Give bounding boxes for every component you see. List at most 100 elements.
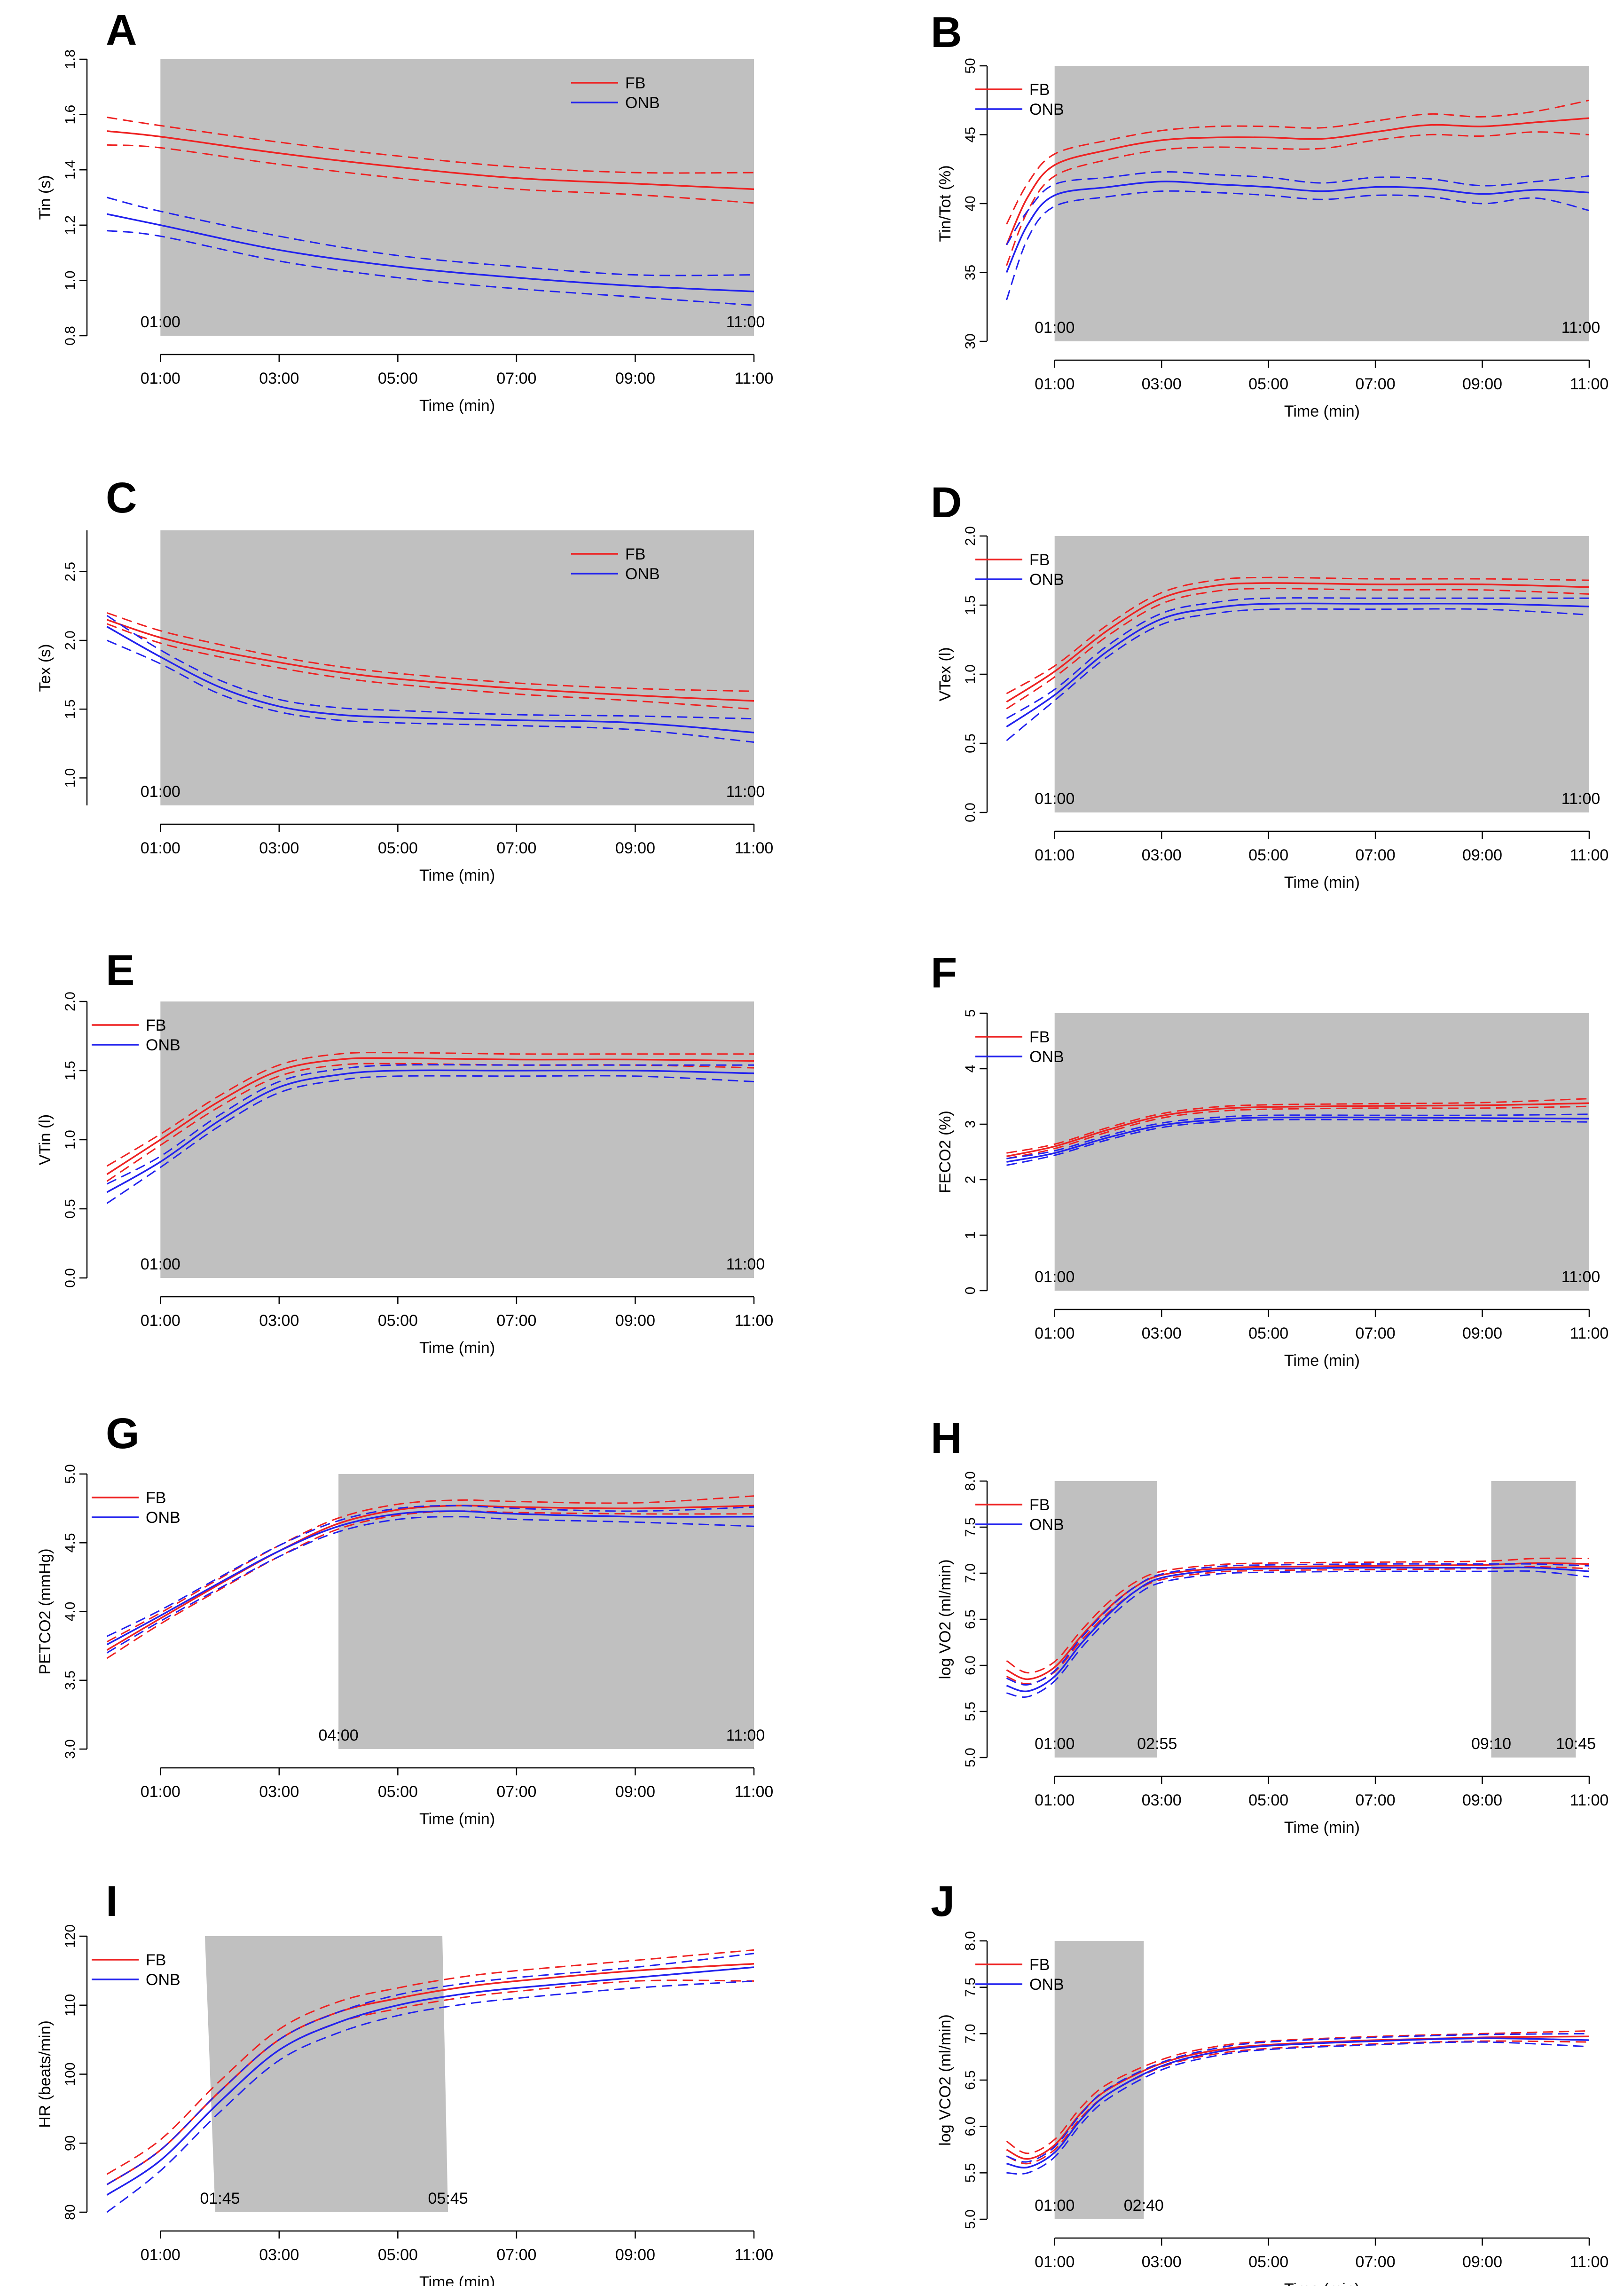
legend: FB ONB [975, 1956, 1064, 1994]
y-tick-label: 5.0 [963, 2209, 978, 2229]
x-tick-label: 01:00 [141, 1783, 180, 1801]
x-tick-label: 05:00 [1248, 1324, 1288, 1342]
shade-end-label: 05:45 [428, 2190, 468, 2207]
series-onb-mean [1006, 2037, 1590, 2169]
x-tick-label: 09:00 [615, 2246, 655, 2264]
y-axis-title: VTex (l) [936, 647, 954, 701]
x-tick-label: 05:00 [1248, 1791, 1288, 1809]
y-tick-label: 30 [963, 333, 978, 349]
y-tick-label: 1.5 [63, 699, 78, 719]
x-tick-label: 01:00 [141, 1312, 180, 1330]
y-tick-label: 1.0 [963, 664, 978, 684]
panel-letter: F [931, 949, 957, 997]
series-onb-mean [106, 626, 754, 733]
series-fb-upper-ci [107, 117, 754, 174]
legend: FB ONB [92, 1951, 180, 1989]
x-tick-label: 07:00 [496, 2246, 536, 2264]
panel-letter: I [106, 1877, 118, 1925]
x-tick-label: 05:00 [378, 839, 418, 857]
y-tick-label: 50 [963, 58, 978, 73]
shade-end-label: 11:00 [726, 1255, 765, 1273]
x-tick-label: 11:00 [735, 2246, 774, 2264]
shade-end-label: 11:00 [726, 1726, 765, 1744]
series-onb-mean [1006, 1566, 1590, 1693]
x-tick-label: 07:00 [496, 839, 536, 857]
y-tick-label: 1.0 [63, 1130, 78, 1150]
series-onb-lower-ci [106, 1075, 754, 1204]
legend-label-fb: FB [1029, 1028, 1050, 1046]
x-tick-label: 07:00 [1356, 2253, 1396, 2271]
shade-start-label: 09:10 [1471, 1735, 1511, 1753]
y-tick-label: 4.5 [63, 1533, 78, 1553]
series-fb-upper-ci [107, 612, 754, 692]
series-onb-upper-ci [106, 1064, 754, 1185]
shade-end-label: 02:55 [1137, 1735, 1177, 1753]
panel-letter: J [931, 1877, 955, 1925]
x-axis-title: Time (min) [1284, 2280, 1360, 2286]
shaded-window [160, 59, 754, 336]
series-onb-lower-ci [1006, 2041, 1590, 2175]
shade-end-label: 11:00 [1561, 790, 1600, 808]
series-onb-upper-ci [1006, 1563, 1590, 1686]
x-tick-label: 03:00 [259, 1783, 299, 1801]
legend-label-fb: FB [625, 545, 645, 563]
legend: FB ONB [92, 1017, 180, 1054]
legend-label-onb: ONB [1029, 101, 1064, 118]
x-tick-label: 09:00 [1462, 2253, 1502, 2271]
legend-label-fb: FB [1029, 1956, 1050, 1974]
y-tick-label: 1.4 [63, 160, 78, 180]
series-onb-mean [107, 213, 754, 292]
x-tick-label: 01:00 [141, 370, 180, 387]
legend: FB ONB [571, 545, 660, 583]
series-onb-lower-ci [107, 230, 754, 306]
series-onb-upper-ci [1006, 2033, 1590, 2163]
y-tick-label: 0.0 [963, 803, 978, 822]
x-tick-label: 03:00 [259, 839, 299, 857]
series-fb-lower-ci [106, 1510, 754, 1659]
series-onb-upper-ci [1006, 171, 1590, 245]
series-fb-lower-ci [1006, 131, 1590, 266]
series-onb-lower-ci [106, 639, 754, 743]
series-onb-lower-ci [106, 1516, 754, 1654]
x-tick-label: 11:00 [1570, 2253, 1609, 2271]
panel-a: 01:00 11:00 0.8 1.0 1.2 1.4 1.6 1.8 01:00 03:00 05… [36, 6, 773, 415]
x-tick-label: 07:00 [1356, 1324, 1396, 1342]
series-fb-mean [106, 1057, 754, 1175]
x-tick-label: 09:00 [615, 370, 655, 387]
series-fb-upper-ci [106, 1052, 754, 1167]
y-tick-label: 7.0 [963, 1563, 978, 1583]
legend-label-fb: FB [146, 1017, 166, 1034]
y-tick-label: 3.0 [63, 1739, 78, 1759]
shaded-window [1054, 66, 1589, 341]
legend-label-fb: FB [1029, 1496, 1050, 1514]
y-tick-label: 4.0 [63, 1602, 78, 1622]
x-tick-label: 03:00 [1142, 2253, 1182, 2271]
series-fb-upper-ci [1006, 1098, 1590, 1154]
legend-label-onb: ONB [146, 1509, 180, 1527]
panel-f: 01:00 11:00 0 1 2 3 4 5 01:00 03:00 05:00 07:00 09:0… [931, 949, 1608, 1370]
legend-label-fb: FB [146, 1489, 166, 1507]
y-axis-title: Tin (s) [36, 175, 54, 220]
series-fb-mean [1006, 1562, 1590, 1680]
legend: FB ONB [92, 1489, 180, 1527]
y-tick-label: 4 [963, 1065, 978, 1073]
panel-letter: H [931, 1414, 962, 1462]
y-axis-title: log VCO2 (ml/min) [936, 2014, 954, 2146]
x-axis-title: Time (min) [1284, 1352, 1360, 1370]
y-tick-label: 8.0 [963, 1471, 978, 1491]
series-fb-mean [1006, 1102, 1590, 1158]
series-onb-upper-ci [106, 1505, 754, 1637]
y-tick-label: 1 [963, 1231, 978, 1239]
x-tick-label: 01:00 [141, 839, 180, 857]
y-tick-label: 5.5 [963, 2163, 978, 2183]
series-onb-mean [106, 1069, 754, 1193]
y-tick-label: 7.5 [963, 1517, 978, 1537]
panel-letter: C [106, 474, 137, 522]
x-axis-title: Time (min) [1284, 402, 1360, 420]
shade-end-label: 11:00 [726, 783, 765, 801]
series-onb-mean [106, 1510, 754, 1646]
x-tick-label: 07:00 [496, 370, 536, 387]
x-tick-label: 05:00 [1248, 846, 1288, 864]
x-tick-label: 07:00 [496, 1783, 536, 1801]
